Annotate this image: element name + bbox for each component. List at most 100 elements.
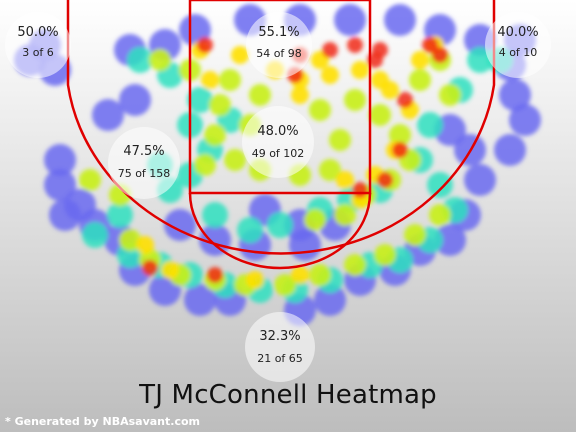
- heat-blob: [334, 204, 356, 226]
- heat-blob: [371, 71, 389, 89]
- zone-made-attempts: 49 of 102: [252, 147, 305, 160]
- heat-blob: [82, 222, 108, 248]
- zone-right-corner-three: 40.0% 4 of 10: [485, 12, 551, 78]
- zone-bubble: [246, 12, 312, 78]
- heat-blob: [439, 84, 461, 106]
- zone-made-attempts: 21 of 65: [257, 352, 303, 365]
- heat-blob: [352, 182, 368, 198]
- heat-blob: [329, 129, 351, 151]
- heat-blob: [209, 94, 231, 116]
- zone-percentage: 32.3%: [259, 329, 300, 344]
- heat-blob: [119, 84, 151, 116]
- heat-blob: [509, 104, 541, 136]
- heat-blob: [351, 61, 369, 79]
- heat-blob: [44, 169, 76, 201]
- heat-blob: [79, 169, 101, 191]
- zone-percentage: 47.5%: [123, 144, 164, 159]
- heat-blob: [194, 154, 216, 176]
- heat-blob: [377, 172, 393, 188]
- heat-blob: [334, 4, 366, 36]
- heat-blob: [336, 171, 354, 189]
- heat-blob: [92, 99, 124, 131]
- heat-blob: [246, 271, 264, 289]
- chart-title: TJ McConnell Heatmap: [139, 380, 437, 410]
- heat-blob: [404, 224, 426, 246]
- heat-blob: [224, 149, 246, 171]
- heat-blob: [304, 209, 326, 231]
- heat-blob: [384, 4, 416, 36]
- heat-blob: [409, 69, 431, 91]
- heat-layer: [14, 4, 541, 326]
- zone-bubble: [5, 12, 71, 78]
- heat-blob: [321, 66, 339, 84]
- heat-blob: [219, 69, 241, 91]
- heat-blob: [422, 37, 438, 53]
- heat-blob: [309, 264, 331, 286]
- zone-restricted-area: 55.1% 54 of 98: [246, 12, 312, 78]
- heat-blob: [434, 224, 466, 256]
- heat-blob: [291, 86, 309, 104]
- zone-bubble: [242, 106, 314, 178]
- zone-above-break-three: 32.3% 21 of 65: [245, 312, 315, 382]
- heat-blob: [389, 124, 411, 146]
- zone-made-attempts: 3 of 6: [22, 46, 54, 59]
- heat-blob: [249, 84, 271, 106]
- heat-blob: [274, 274, 296, 296]
- heat-blob: [207, 267, 223, 283]
- heat-blob: [187, 87, 213, 113]
- zone-percentage: 55.1%: [258, 25, 299, 40]
- heat-blob: [136, 236, 154, 254]
- heat-blob: [119, 229, 141, 251]
- heat-blob: [202, 202, 228, 228]
- three-point-line: [66, 0, 496, 255]
- heat-blob: [44, 144, 76, 176]
- heat-blob: [344, 254, 366, 276]
- heat-blob: [231, 46, 249, 64]
- heat-blob: [319, 159, 341, 181]
- heat-blob: [309, 99, 331, 121]
- heat-blob: [107, 202, 133, 228]
- zone-bubble: [485, 12, 551, 78]
- heat-blob: [369, 104, 391, 126]
- heat-blob: [142, 260, 158, 276]
- heat-blob: [201, 71, 219, 89]
- paint-lane: [188, 0, 372, 195]
- heat-blob: [429, 204, 451, 226]
- zone-left-midrange: 47.5% 75 of 158: [108, 127, 180, 199]
- court-lines: [66, 0, 496, 270]
- zone-stats-layer: 50.0% 3 of 6 55.1% 54 of 98 40.0% 4 of 1…: [5, 12, 551, 382]
- zone-percentage: 48.0%: [257, 124, 298, 139]
- zone-bubble: [245, 312, 315, 382]
- heat-blob: [199, 224, 231, 256]
- heat-blob: [374, 244, 396, 266]
- heat-blob: [149, 49, 171, 71]
- heat-blob: [197, 37, 213, 53]
- free-throw-arc: [188, 192, 372, 270]
- heat-blob: [49, 199, 81, 231]
- heat-blob: [411, 51, 429, 69]
- heat-blob: [464, 164, 496, 196]
- zone-percentage: 50.0%: [17, 25, 58, 40]
- heat-blob: [184, 284, 216, 316]
- credit-note: * Generated by NBAsavant.com: [5, 415, 200, 428]
- heat-blob: [127, 47, 153, 73]
- heat-blob: [347, 37, 363, 53]
- heat-blob: [427, 172, 453, 198]
- heat-blob: [432, 47, 448, 63]
- heat-blob: [267, 212, 293, 238]
- heat-blob: [499, 79, 531, 111]
- heat-blob: [322, 42, 338, 58]
- heat-blob: [344, 89, 366, 111]
- heat-blob: [494, 134, 526, 166]
- zone-paint-non-restricted: 48.0% 49 of 102: [242, 106, 314, 178]
- heat-blob: [314, 284, 346, 316]
- heat-blob: [417, 112, 443, 138]
- zone-left-corner-three: 50.0% 3 of 6: [5, 12, 71, 78]
- zone-made-attempts: 75 of 158: [118, 167, 171, 180]
- heat-blob: [161, 261, 179, 279]
- heat-blob: [397, 92, 413, 108]
- zone-made-attempts: 4 of 10: [499, 46, 538, 59]
- heat-blob: [204, 124, 226, 146]
